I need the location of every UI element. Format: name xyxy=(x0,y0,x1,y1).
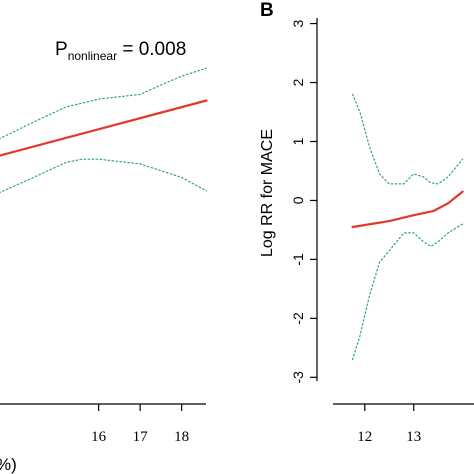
panel-b: B Log RR for MACE 3 2 1 0 -1 -2 -3 12 13 xyxy=(259,0,474,445)
panel-b-y-tick-label: -2 xyxy=(290,312,306,325)
annotation-subscript: nonlinear xyxy=(68,49,117,63)
panel-b-x-tick-label: 12 xyxy=(357,429,372,445)
panel-a-x-ticks: 16 17 18 xyxy=(91,404,189,445)
panel-b-x-ticks: 12 13 xyxy=(357,404,421,445)
panel-b-y-tick-label: -1 xyxy=(290,253,306,266)
panel-b-y-tick-label: 1 xyxy=(290,137,306,145)
annotation-value: = 0.008 xyxy=(117,39,186,60)
panel-b-plot-area xyxy=(351,93,464,361)
panel-a-x-tick-label: 17 xyxy=(133,429,149,445)
panel-a-annotation: Pnonlinear = 0.008 xyxy=(55,39,186,63)
panel-a: 16 17 18 Pnonlinear = 0.008 %) xyxy=(0,39,208,474)
panel-b-y-tick-label: 3 xyxy=(290,19,306,27)
panel-a-x-label-fragment: %) xyxy=(0,455,17,474)
panel-b-series-1-ci-line xyxy=(352,93,464,185)
panel-a-x-tick-label: 18 xyxy=(174,429,189,445)
panel-b-label: B xyxy=(260,0,274,21)
panel-b-series-2-ci-line xyxy=(352,223,464,361)
panel-a-series-0-estimate-line xyxy=(0,99,208,157)
panel-b-y-tick-label: 0 xyxy=(290,196,306,204)
panel-a-series-2-ci-line xyxy=(0,158,208,194)
panel-b-x-tick-label: 13 xyxy=(406,429,421,445)
panel-b-y-tick-label: 2 xyxy=(290,78,306,86)
panel-a-x-tick-label: 16 xyxy=(91,429,107,445)
panel-b-series-0-estimate-line xyxy=(351,190,464,229)
panel-a-series-1-ci-line xyxy=(0,67,208,140)
panel-b-y-axis-label: Log RR for MACE xyxy=(259,129,276,257)
panel-b-y-ticks: 3 2 1 0 -1 -2 -3 xyxy=(290,19,317,384)
panel-a-plot-area xyxy=(0,67,208,194)
panel-b-y-tick-label: -3 xyxy=(290,371,306,384)
annotation-main: P xyxy=(55,39,68,60)
